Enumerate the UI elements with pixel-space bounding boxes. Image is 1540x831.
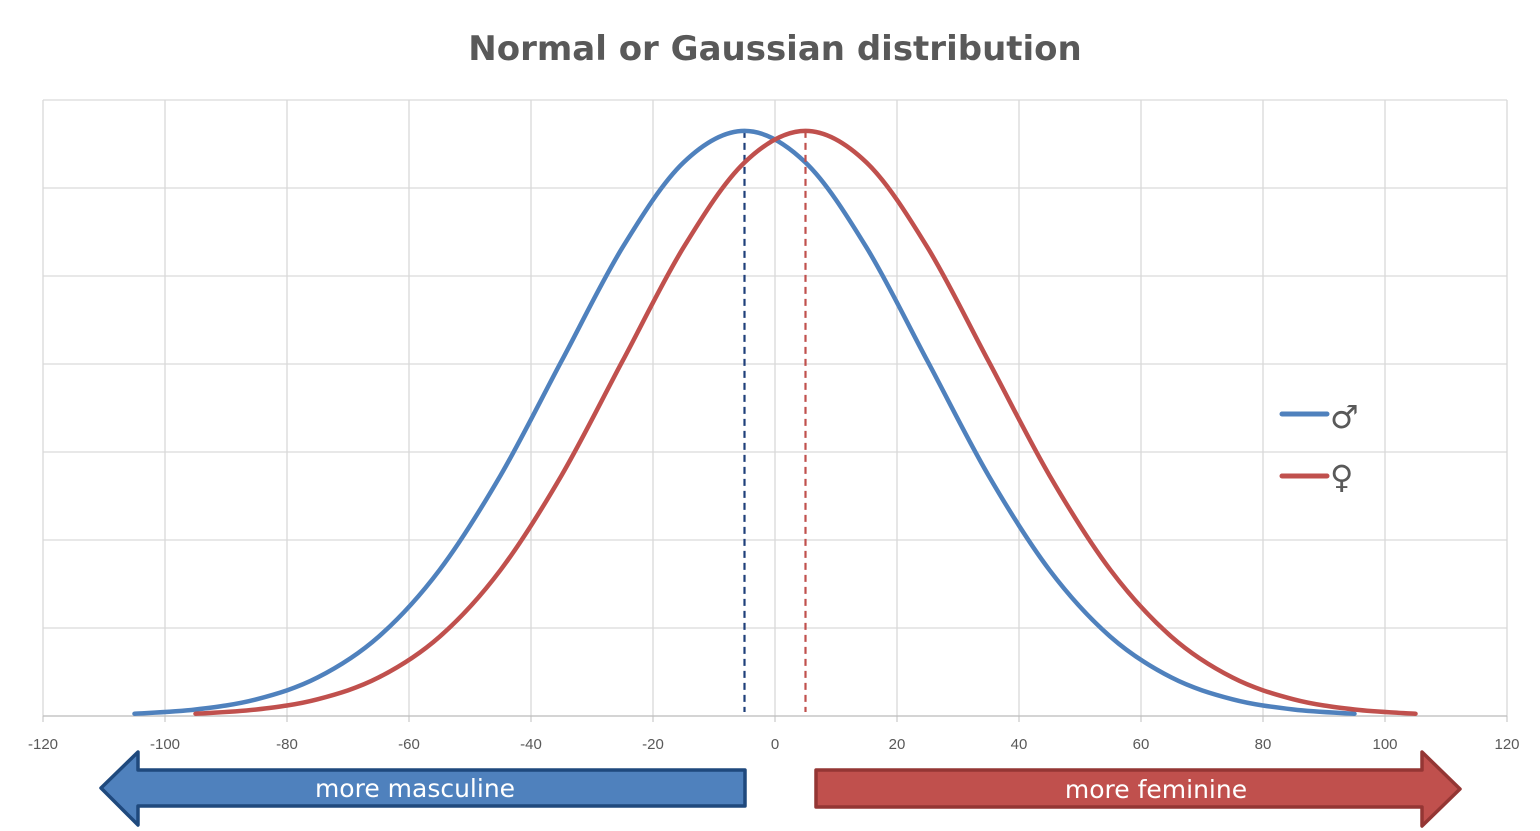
arrow-more-feminine: more feminine <box>814 750 1462 828</box>
x-tick-label: 0 <box>771 736 779 753</box>
x-axis-ticks: -120 -100 -80 -60 -40 -20 0 20 40 60 80 100 120 <box>28 716 1520 753</box>
legend-label-female: ♀ <box>1330 458 1353 496</box>
arrow-label-feminine: more feminine <box>1065 775 1247 804</box>
chart-title: Normal or Gaussian distribution <box>468 29 1082 69</box>
x-tick-label: -80 <box>276 736 298 753</box>
x-tick-label: 80 <box>1255 736 1272 753</box>
legend-label-male: ♂ <box>1330 398 1359 436</box>
x-tick-label: -60 <box>398 736 420 753</box>
arrow-label-masculine: more masculine <box>315 774 515 803</box>
curve-series-1 <box>193 128 1418 716</box>
x-tick-label: 60 <box>1133 736 1150 753</box>
legend: ♂ ♀ <box>1279 398 1359 496</box>
arrow-more-masculine: more masculine <box>99 750 747 827</box>
curve-series-0 <box>132 128 1357 716</box>
x-tick-label: 100 <box>1372 736 1397 753</box>
series-curves <box>132 128 1418 716</box>
x-tick-label: 40 <box>1011 736 1028 753</box>
x-tick-label: -120 <box>28 736 58 753</box>
x-tick-label: 20 <box>889 736 906 753</box>
gridlines <box>42 99 1508 717</box>
x-tick-label: -40 <box>520 736 542 753</box>
x-tick-label: -100 <box>150 736 180 753</box>
x-tick-label: 120 <box>1494 736 1519 753</box>
x-tick-label: -20 <box>642 736 664 753</box>
